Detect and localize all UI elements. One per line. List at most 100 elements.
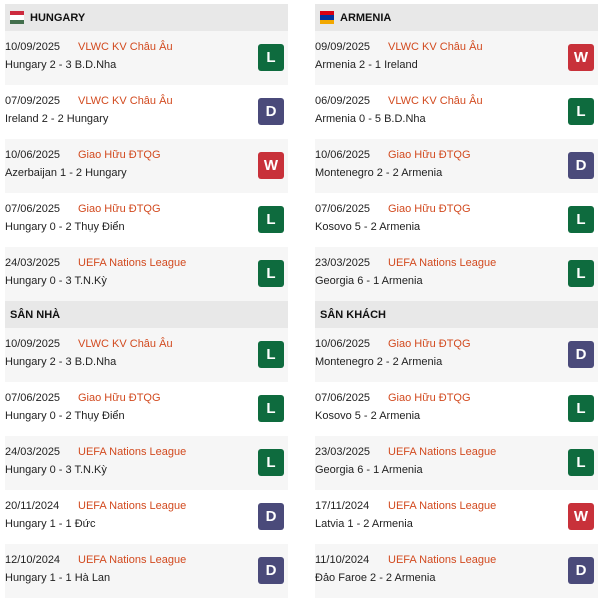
match-date: 07/06/2025 (5, 392, 61, 404)
competition-link[interactable]: UEFA Nations League (78, 257, 187, 269)
competition-link[interactable]: UEFA Nations League (78, 554, 187, 566)
match-score: Georgia 6 - 1 Armenia (315, 464, 423, 476)
match-date: 10/06/2025 (5, 149, 61, 161)
match-score: Đảo Faroe 2 - 2 Armenia (315, 572, 436, 584)
match-row[interactable]: 10/09/2025 VLWC KV Châu Âu Hungary 2 - 3 B… (5, 328, 288, 382)
match-date: 10/06/2025 (315, 149, 371, 161)
competition-link[interactable]: Giao Hữu ĐTQG (78, 392, 161, 404)
competition-link[interactable]: VLWC KV Châu Âu (388, 41, 483, 53)
result-badge: W (568, 44, 594, 71)
match-date: 07/09/2025 (5, 95, 61, 107)
match-score: Kosovo 5 - 2 Armenia (315, 410, 421, 422)
match-date: 09/09/2025 (315, 41, 371, 53)
result-badge: L (258, 395, 284, 422)
match-row[interactable]: 24/03/2025 UEFA Nations League Hungary 0 -… (5, 436, 288, 490)
match-row[interactable]: 23/03/2025 UEFA Nations League Georgia 6 -… (315, 247, 598, 301)
result-badge: D (568, 557, 594, 584)
competition-link[interactable]: UEFA Nations League (78, 446, 187, 458)
match-date: 24/03/2025 (5, 257, 61, 269)
competition-link[interactable]: UEFA Nations League (388, 500, 497, 512)
match-score: Armenia 0 - 5 B.D.Nha (315, 113, 426, 125)
competition-link[interactable]: Giao Hữu ĐTQG (78, 149, 161, 161)
match-score: Hungary 2 - 3 B.D.Nha (5, 59, 117, 71)
competition-link[interactable]: Giao Hữu ĐTQG (388, 203, 471, 215)
match-date: 11/10/2024 (315, 554, 370, 566)
result-badge: L (568, 98, 594, 125)
result-badge: D (568, 341, 594, 368)
result-badge: D (258, 557, 284, 584)
match-row[interactable]: 10/09/2025 VLWC KV Châu Âu Hungary 2 - 3 B… (5, 31, 288, 85)
left-flag-icon (10, 11, 24, 24)
match-row[interactable]: 07/06/2025 Giao Hữu ĐTQG Kosovo 5 - 2 Arme… (315, 382, 598, 436)
section-header: ARMENIA (315, 4, 598, 31)
match-score: Armenia 2 - 1 Ireland (315, 59, 418, 71)
match-row[interactable]: 10/06/2025 Giao Hữu ĐTQG Montenegro 2 - 2 … (315, 328, 598, 382)
competition-link[interactable]: Giao Hữu ĐTQG (388, 392, 471, 404)
match-score: Hungary 2 - 3 B.D.Nha (5, 356, 117, 368)
result-badge: L (568, 449, 594, 476)
match-date: 10/09/2025 (5, 41, 61, 53)
match-date: 23/03/2025 (315, 446, 371, 458)
match-row[interactable]: 12/10/2024 UEFA Nations League Hungary 1 -… (5, 544, 288, 598)
section-title: HUNGARY (30, 11, 86, 24)
home-section: SÂN NHÀ 10/09/2025 VLWC KV Châu Âu Hungary … (5, 301, 288, 598)
result-badge: D (258, 98, 284, 125)
match-row[interactable]: 07/06/2025 Giao Hữu ĐTQG Hungary 0 - 2 Thụ… (5, 193, 288, 247)
section-header: HUNGARY (5, 4, 288, 31)
match-score: Hungary 1 - 1 Hà Lan (5, 572, 111, 584)
competition-link[interactable]: VLWC KV Châu Âu (78, 41, 173, 53)
match-row[interactable]: 06/09/2025 VLWC KV Châu Âu Armenia 0 - 5 B… (315, 85, 598, 139)
section-title: SÂN NHÀ (10, 308, 61, 321)
match-date: 07/06/2025 (315, 203, 371, 215)
result-badge: L (258, 206, 284, 233)
section-title: ARMENIA (340, 11, 392, 24)
match-row[interactable]: 07/06/2025 Giao Hữu ĐTQG Kosovo 5 - 2 Arme… (315, 193, 598, 247)
match-score: Latvia 1 - 2 Armenia (315, 518, 413, 530)
match-row[interactable]: 10/06/2025 Giao Hữu ĐTQG Azerbaijan 1 - 2 … (5, 139, 288, 193)
match-row[interactable]: 10/06/2025 Giao Hữu ĐTQG Montenegro 2 - 2 … (315, 139, 598, 193)
match-row[interactable]: 09/09/2025 VLWC KV Châu Âu Armenia 2 - 1 I… (315, 31, 598, 85)
match-row[interactable]: 07/06/2025 Giao Hữu ĐTQG Hungary 0 - 2 Thụ… (5, 382, 288, 436)
match-score: Hungary 0 - 3 T.N.Kỳ (5, 275, 107, 287)
competition-link[interactable]: Giao Hữu ĐTQG (388, 149, 471, 161)
result-badge: L (258, 260, 284, 287)
result-badge: L (568, 395, 594, 422)
match-date: 24/03/2025 (5, 446, 61, 458)
section-title: SÂN KHÁCH (320, 308, 386, 321)
match-date: 10/09/2025 (5, 338, 61, 350)
competition-link[interactable]: Giao Hữu ĐTQG (388, 338, 471, 350)
hungary-section: HUNGARY 10/09/2025 VLWC KV Châu Âu Hungary … (5, 4, 288, 301)
match-score: Ireland 2 - 2 Hungary (5, 113, 109, 125)
match-row[interactable]: 17/11/2024 UEFA Nations League Latvia 1 - … (315, 490, 598, 544)
match-score: Hungary 0 - 2 Thụy Điển (5, 410, 125, 422)
competition-link[interactable]: VLWC KV Châu Âu (388, 95, 483, 107)
match-date: 20/11/2024 (5, 500, 60, 512)
competition-link[interactable]: UEFA Nations League (388, 554, 497, 566)
match-row[interactable]: 11/10/2024 UEFA Nations League Đảo Faroe 2… (315, 544, 598, 598)
result-badge: D (258, 503, 284, 530)
competition-link[interactable]: UEFA Nations League (388, 257, 497, 269)
match-row[interactable]: 23/03/2025 UEFA Nations League Georgia 6 -… (315, 436, 598, 490)
match-date: 23/03/2025 (315, 257, 371, 269)
result-badge: D (568, 152, 594, 179)
result-badge: L (258, 449, 284, 476)
match-row[interactable]: 07/09/2025 VLWC KV Châu Âu Ireland 2 - 2 H… (5, 85, 288, 139)
competition-link[interactable]: VLWC KV Châu Âu (78, 338, 173, 350)
match-date: 10/06/2025 (315, 338, 371, 350)
competition-link[interactable]: UEFA Nations League (78, 500, 187, 512)
match-score: Hungary 0 - 3 T.N.Kỳ (5, 464, 107, 476)
match-score: Hungary 0 - 2 Thụy Điển (5, 221, 125, 233)
competition-link[interactable]: VLWC KV Châu Âu (78, 95, 173, 107)
match-score: Montenegro 2 - 2 Armenia (315, 167, 443, 179)
competition-link[interactable]: UEFA Nations League (388, 446, 497, 458)
match-score: Montenegro 2 - 2 Armenia (315, 356, 443, 368)
match-row[interactable]: 20/11/2024 UEFA Nations League Hungary 1 -… (5, 490, 288, 544)
match-date: 17/11/2024 (315, 500, 370, 512)
result-badge: W (568, 503, 594, 530)
away-section: SÂN KHÁCH 10/06/2025 Giao Hữu ĐTQG Monteneg… (315, 301, 598, 598)
armenia-section: ARMENIA 09/09/2025 VLWC KV Châu Âu Armenia … (315, 4, 598, 301)
match-score: Hungary 1 - 1 Đức (5, 518, 96, 530)
match-row[interactable]: 24/03/2025 UEFA Nations League Hungary 0 -… (5, 247, 288, 301)
competition-link[interactable]: Giao Hữu ĐTQG (78, 203, 161, 215)
result-badge: L (258, 341, 284, 368)
